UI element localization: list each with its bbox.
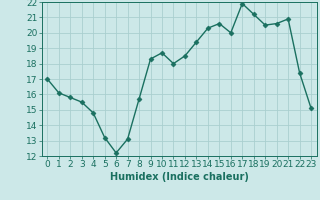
- X-axis label: Humidex (Indice chaleur): Humidex (Indice chaleur): [110, 172, 249, 182]
